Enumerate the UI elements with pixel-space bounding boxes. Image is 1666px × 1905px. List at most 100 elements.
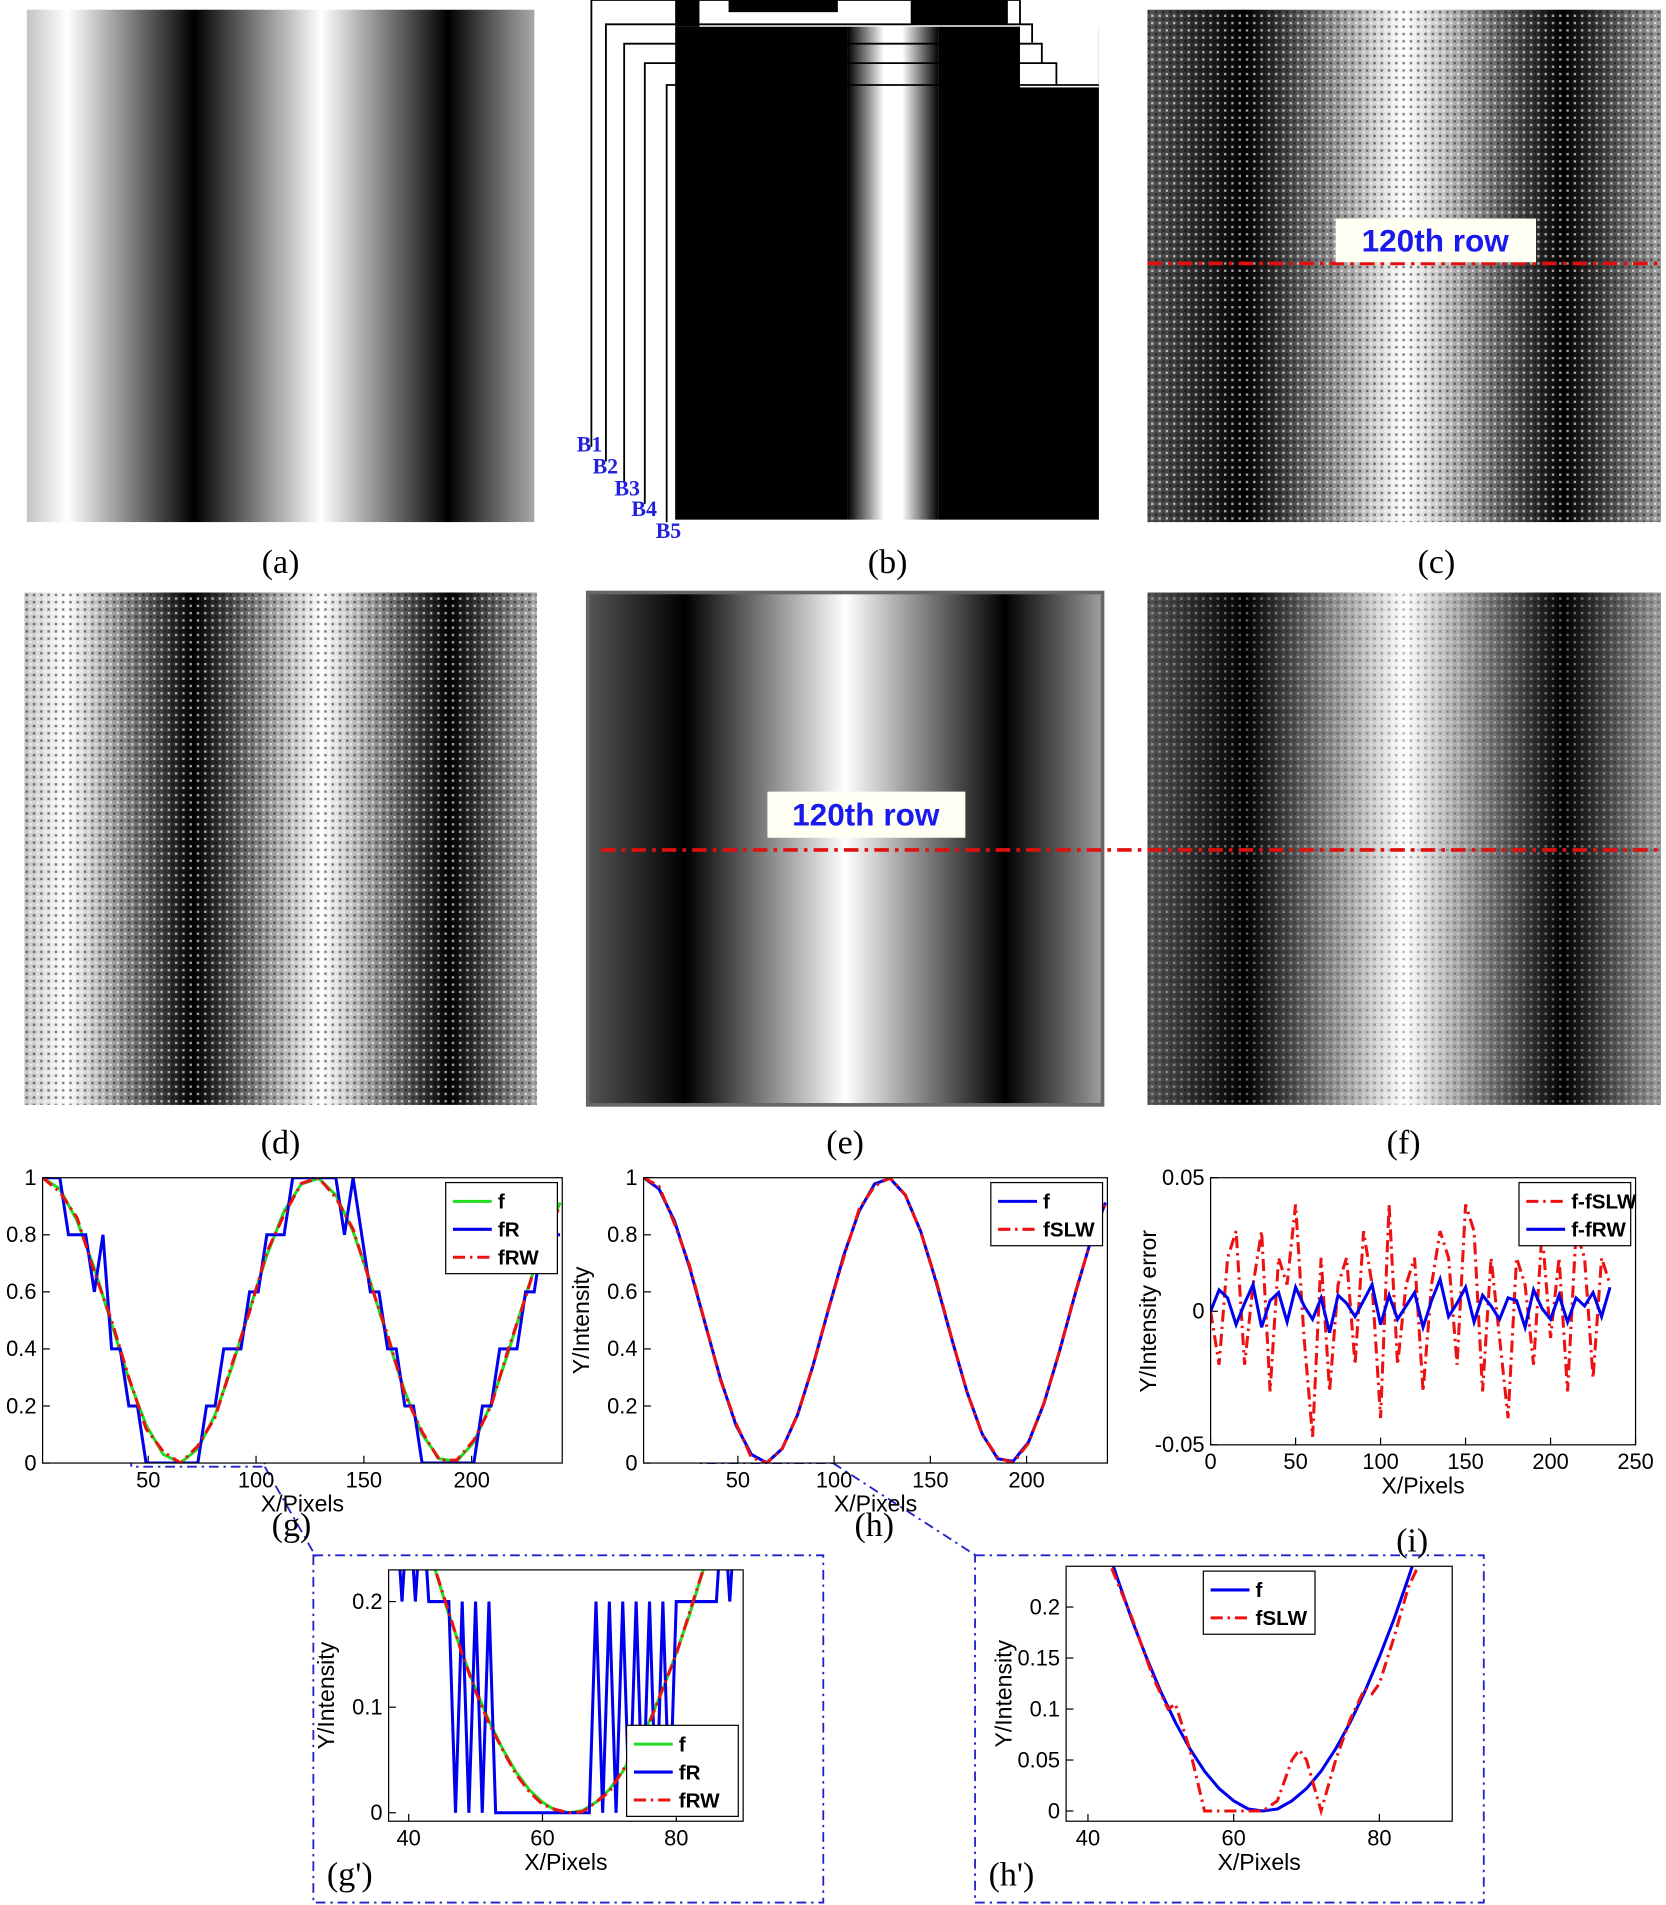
x-axis-label: X/Pixels (261, 1491, 344, 1517)
axes-frame (1209, 1177, 1637, 1446)
x-tick-label: 200 (453, 1467, 489, 1492)
x-tick-label: 150 (1447, 1449, 1483, 1474)
legend-label: fR (679, 1761, 701, 1784)
legend-label: f (679, 1733, 686, 1756)
legend-label: fSLW (1256, 1607, 1308, 1630)
chart-caption: (g) (272, 1507, 312, 1544)
series-line (433, 1569, 705, 1815)
caption: (d) (261, 1124, 301, 1161)
x-tick-label: 40 (397, 1826, 421, 1851)
chart-caption: (h') (989, 1857, 1035, 1894)
series-line (1210, 1274, 1612, 1334)
legend-label: fR (498, 1219, 520, 1242)
y-tick-label: 0.2 (6, 1393, 36, 1418)
block-label: B5 (656, 519, 682, 543)
x-tick-label: 60 (1222, 1826, 1246, 1851)
x-tick-label: 80 (1367, 1826, 1391, 1851)
x-tick-label: 200 (1008, 1467, 1044, 1492)
block-label: B4 (631, 497, 657, 521)
chart-caption: (g') (327, 1857, 373, 1894)
label-box (767, 791, 966, 838)
legend-label: f (1256, 1579, 1263, 1602)
legend-label: fSLW (1043, 1219, 1095, 1242)
legend-box (1518, 1181, 1632, 1247)
y-tick-label: 0.6 (6, 1279, 36, 1304)
axes-frame (41, 1177, 563, 1464)
x-tick-label: 50 (136, 1467, 160, 1492)
y-tick-label: 0.05 (1018, 1747, 1061, 1772)
image-d-texture (24, 592, 537, 1105)
series-line (1210, 1203, 1612, 1437)
x-tick-label: 60 (530, 1826, 554, 1851)
y-tick-label: 0.2 (1030, 1594, 1060, 1619)
caption: (b) (868, 544, 908, 581)
x-tick-label: 0 (1205, 1449, 1217, 1474)
y-tick-label: 0 (625, 1450, 637, 1475)
x-axis-label: X/Pixels (834, 1491, 917, 1517)
x-axis-label: X/Pixels (524, 1849, 607, 1875)
y-tick-label: 0 (24, 1450, 36, 1475)
legend-label: f-fRW (1571, 1219, 1626, 1242)
series-line (1109, 1566, 1420, 1817)
x-tick-label: 200 (1532, 1449, 1568, 1474)
legend-label: fRW (498, 1247, 539, 1270)
block-label: B2 (593, 455, 618, 479)
y-tick-label: 0.6 (607, 1279, 637, 1304)
image-b (588, 0, 1099, 523)
block-label: B3 (614, 476, 640, 500)
x-tick-label: 250 (1617, 1449, 1653, 1474)
caption: (e) (826, 1124, 864, 1161)
block-label: B1 (577, 433, 603, 457)
series-line (643, 1177, 1107, 1464)
legend-label: fRW (679, 1789, 720, 1812)
series-line (398, 1569, 734, 1815)
y-tick-label: 0.05 (1162, 1165, 1205, 1190)
axes-frame (388, 1569, 744, 1822)
x-axis-label: X/Pixels (1218, 1849, 1301, 1875)
y-tick-label: 1 (24, 1165, 36, 1190)
x-tick-label: 50 (726, 1467, 750, 1492)
image-a (26, 9, 535, 523)
y-tick-label: 0 (1048, 1798, 1060, 1823)
y-tick-label: 0.4 (607, 1336, 637, 1361)
chart-caption: (h) (854, 1507, 894, 1544)
y-tick-label: 0.15 (1018, 1645, 1061, 1670)
chart-caption: (i) (1396, 1523, 1428, 1560)
y-tick-label: 1 (625, 1165, 637, 1190)
caption: (f) (1387, 1124, 1421, 1161)
chart: 5010015020000.20.40.60.81X/PixelsY/Inten… (6, 1165, 563, 1544)
caption: (c) (1418, 544, 1456, 581)
label-box (1335, 218, 1536, 263)
y-tick-label: 0.4 (6, 1336, 36, 1361)
legend-box (990, 1181, 1104, 1247)
x-tick-label: 100 (1362, 1449, 1398, 1474)
y-tick-label: 0.8 (6, 1222, 36, 1247)
x-tick-label: 100 (238, 1467, 274, 1492)
image-c-texture (1147, 9, 1662, 523)
y-tick-label: 0.1 (352, 1694, 382, 1719)
y-tick-label: 0 (370, 1800, 382, 1825)
row-label: 120th row (792, 797, 940, 833)
chart: 0 50 100 150 200 250-0.0500.05X/PixelsY/Inten… (1135, 1165, 1654, 1560)
y-axis-label: Y/Intensity error (1135, 1230, 1161, 1393)
y-tick-label: 0.2 (352, 1589, 382, 1614)
x-tick-label: 150 (912, 1467, 948, 1492)
y-tick-label: 0 (1192, 1299, 1204, 1324)
y-tick-label: 0.1 (1030, 1696, 1060, 1721)
y-axis-label: Y/Intensity (990, 1639, 1016, 1747)
x-tick-label: 100 (816, 1467, 852, 1492)
x-axis-label: X/Pixels (1381, 1472, 1464, 1498)
series-line (42, 1177, 561, 1464)
legend-label: f (1043, 1191, 1050, 1214)
x-tick-label: 40 (1076, 1826, 1100, 1851)
y-tick-label: -0.05 (1155, 1432, 1205, 1457)
caption: (a) (262, 544, 300, 581)
x-tick-label: 50 (1283, 1449, 1307, 1474)
chart: 40 60 80 0 0.05 0.1 0.15 0.2 X/Pixels Y/Intensity… (989, 1565, 1453, 1894)
x-tick-label: 150 (346, 1467, 382, 1492)
y-tick-label: 0.8 (607, 1222, 637, 1247)
series-line (42, 1177, 562, 1464)
y-tick-label: 0.2 (607, 1393, 637, 1418)
